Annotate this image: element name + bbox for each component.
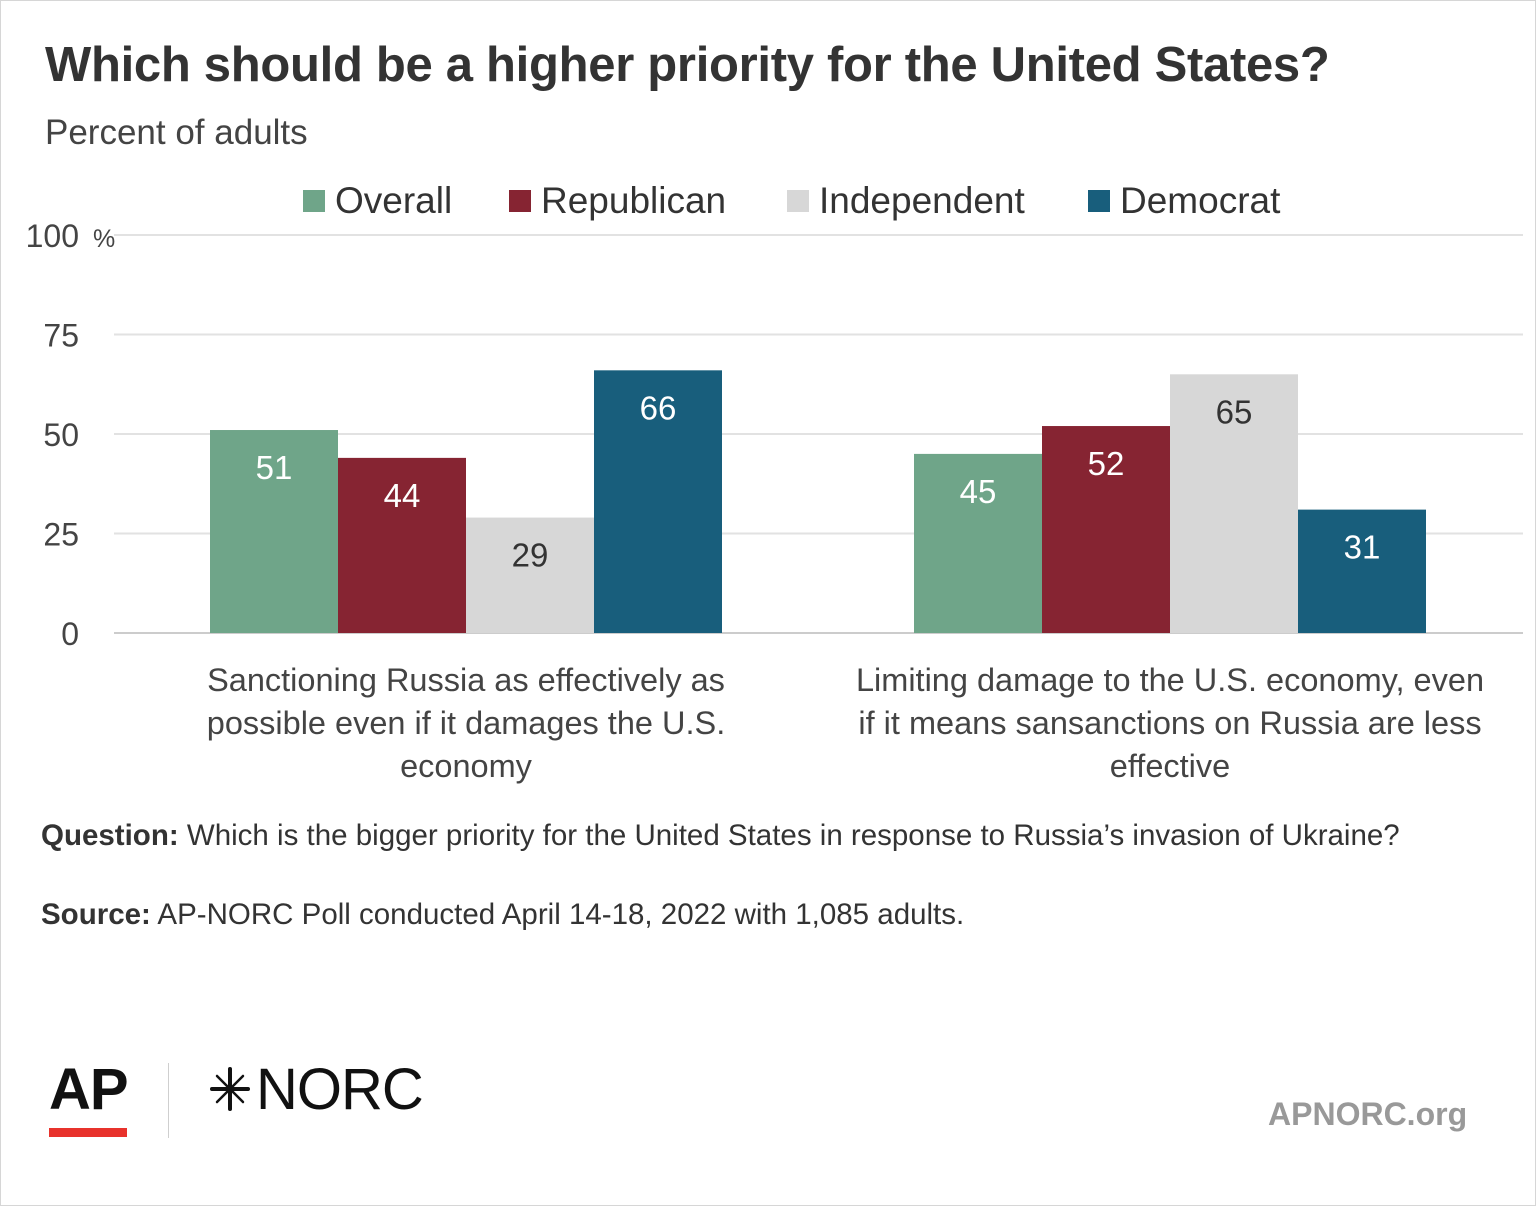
- bar: [594, 370, 722, 633]
- ap-logo-underline: [49, 1128, 127, 1137]
- data-label: 29: [512, 537, 549, 574]
- legend: Overall Republican Independent Democrat: [303, 180, 1281, 221]
- data-label: 31: [1344, 529, 1381, 566]
- category-label: economy: [400, 748, 533, 784]
- bar: [210, 430, 338, 633]
- chart-title: Which should be a higher priority for th…: [45, 38, 1330, 92]
- y-tick-label: 75: [43, 318, 79, 354]
- y-tick-label: 0: [61, 616, 79, 652]
- data-label: 65: [1216, 393, 1253, 430]
- y-tick-label: 100: [26, 218, 79, 254]
- legend-swatch: [509, 190, 531, 212]
- question-label: Question:: [41, 819, 179, 852]
- category-label: Limiting damage to the U.S. economy, eve…: [856, 662, 1484, 698]
- logo-divider: [168, 1063, 169, 1138]
- data-label: 44: [384, 477, 421, 514]
- legend-label: Overall: [335, 180, 452, 221]
- data-label: 66: [640, 389, 677, 426]
- chart-subtitle: Percent of adults: [45, 113, 308, 152]
- norc-logo-text: NORC: [256, 1057, 424, 1122]
- data-label: 52: [1088, 445, 1125, 482]
- bar-chart: 0 25 50 75 100% Overall Republican Independent…: [26, 180, 1523, 784]
- legend-swatch: [303, 190, 325, 212]
- data-label: 45: [960, 473, 997, 510]
- x-axis-labels: Sanctioning Russia as effectively as poss…: [207, 662, 1484, 784]
- y-axis: 0 25 50 75 100%: [26, 218, 116, 652]
- bars: 51 44 29 66 45 52 65 31: [210, 370, 1426, 633]
- data-label: 51: [256, 449, 293, 486]
- source-text: AP-NORC Poll conducted April 14-18, 2022…: [150, 898, 965, 931]
- category-label: if it means sansanctions on Russia are l…: [858, 705, 1481, 741]
- y-unit-label: %: [93, 225, 115, 253]
- category-label: Sanctioning Russia as effectively as: [207, 662, 725, 698]
- bar: [1170, 374, 1298, 633]
- bar: [1042, 426, 1170, 633]
- bar: [914, 453, 1042, 633]
- question-note: Question: Which is the bigger priority f…: [41, 816, 1441, 856]
- bar: [338, 457, 466, 633]
- norc-star-icon: [210, 1067, 250, 1111]
- legend-label: Republican: [541, 180, 726, 221]
- source-note: Source: AP-NORC Poll conducted April 14-…: [41, 895, 1441, 935]
- category-label: effective: [1110, 748, 1230, 784]
- ap-logo: AP: [49, 1057, 129, 1122]
- bar: [466, 517, 594, 633]
- legend-label: Democrat: [1120, 180, 1281, 221]
- legend-swatch: [787, 190, 809, 212]
- y-tick-label: 50: [43, 417, 79, 453]
- category-label: possible even if it damages the U.S.: [207, 705, 725, 741]
- question-text: Which is the bigger priority for the Uni…: [178, 819, 1400, 852]
- bar: [1298, 509, 1426, 633]
- site-url: APNORC.org: [1268, 1096, 1468, 1132]
- legend-label: Independent: [819, 180, 1025, 221]
- norc-logo: NORC: [206, 1056, 424, 1123]
- legend-swatch: [1088, 190, 1110, 212]
- source-label: Source:: [41, 898, 151, 931]
- y-tick-label: 25: [43, 517, 79, 553]
